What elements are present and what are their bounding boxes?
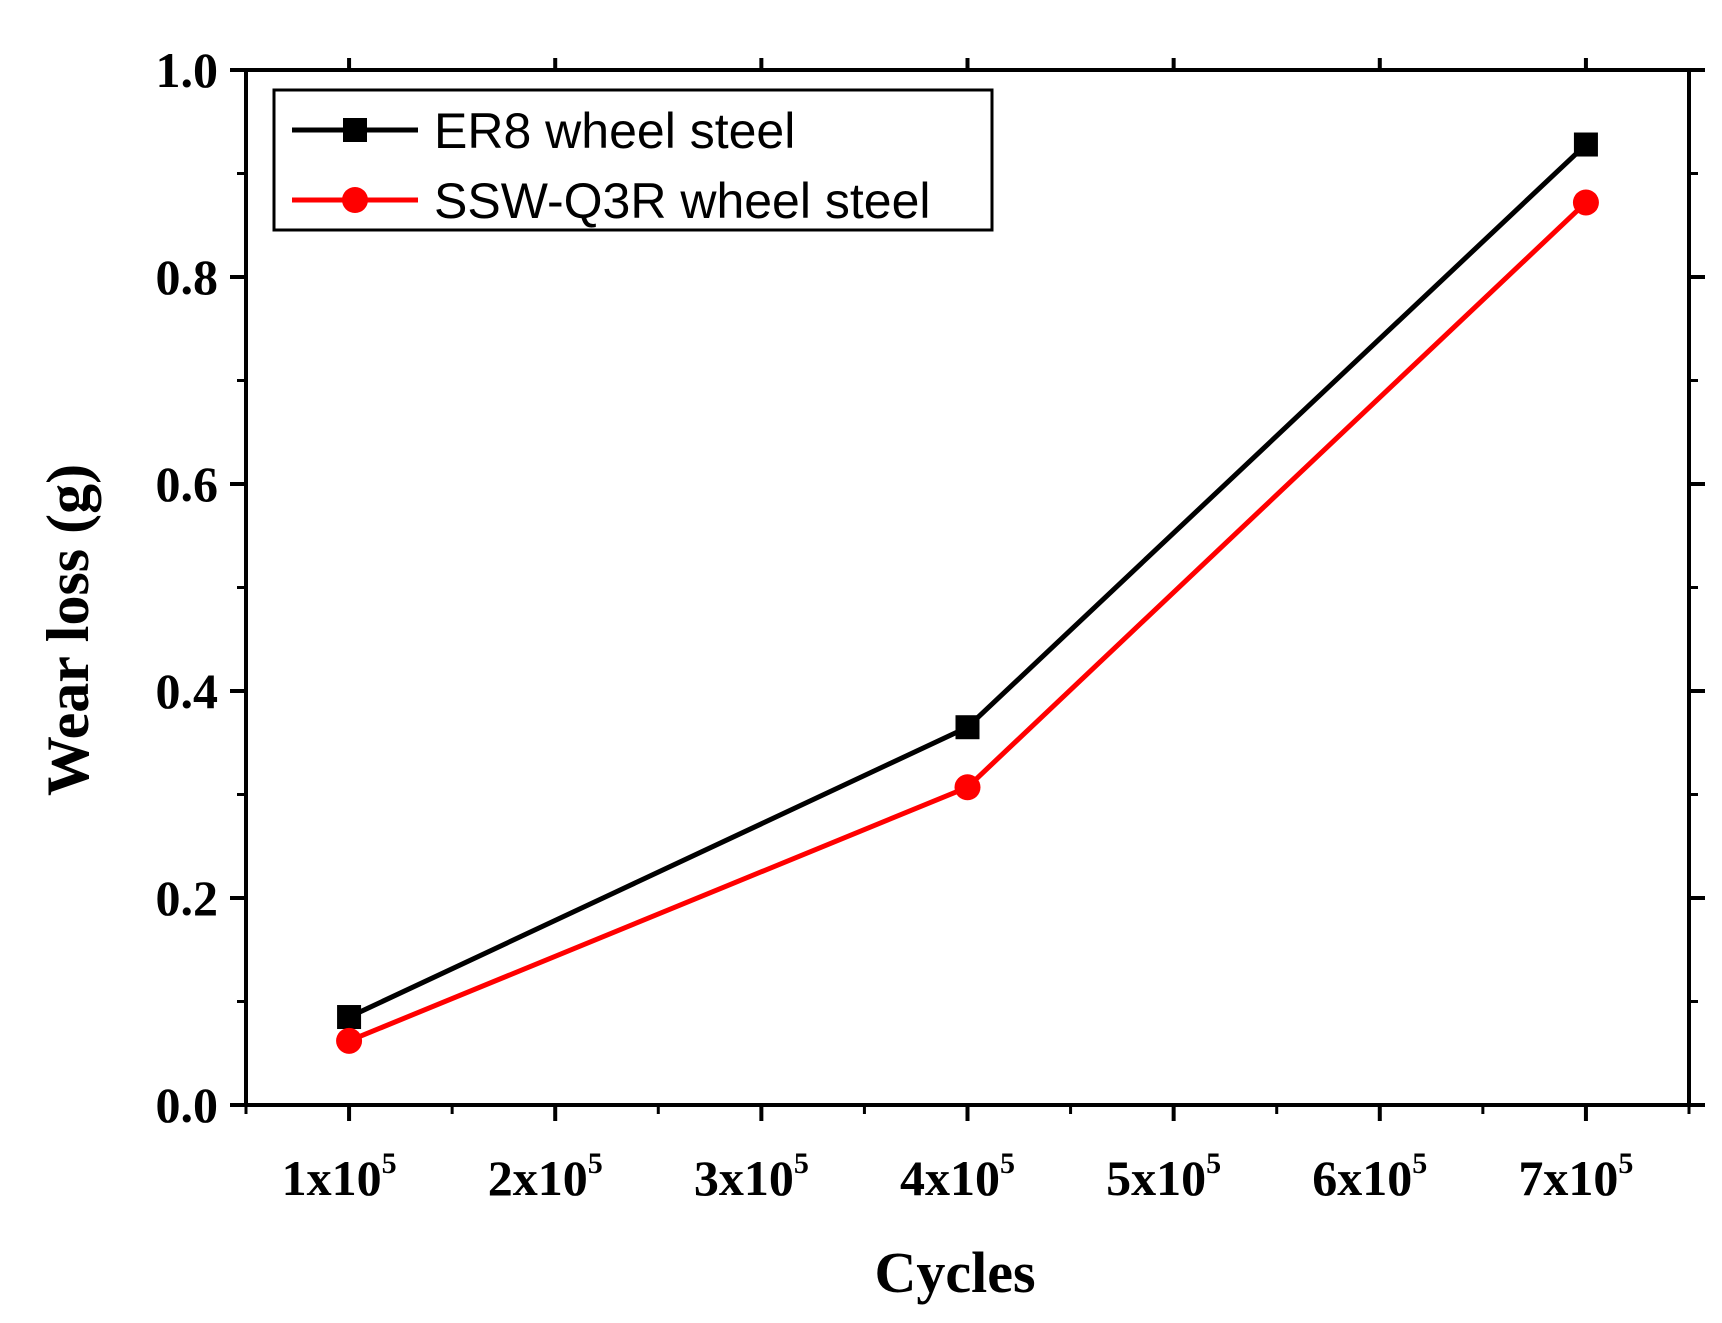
series-line [348,142,1588,1020]
legend-marker-circle [342,187,368,213]
y-tick-label: 0.8 [156,249,219,305]
x-tick-mantissa: 1x10 [282,1150,382,1206]
x-tick-label: 4x105 [900,1147,1015,1206]
x-tick-mantissa: 7x10 [1518,1150,1618,1206]
y-tick-label: 0.4 [156,663,219,719]
data-point-square [955,715,980,740]
series-0 [337,132,1598,1030]
x-tick-mantissa: 5x10 [1106,1150,1206,1206]
series-1 [336,189,1599,1054]
data-point-circle [954,774,981,801]
x-tick-mantissa: 6x10 [1312,1150,1412,1206]
x-tick-exponent: 5 [794,1147,809,1180]
data-point-square [337,1005,362,1030]
data-point-circle [1572,189,1599,216]
x-tick-exponent: 5 [1000,1147,1015,1180]
x-tick-label: 3x105 [694,1147,809,1206]
x-tick-mantissa: 2x10 [488,1150,588,1206]
x-axis-label: Cycles [874,1240,1035,1305]
legend-box [272,88,994,232]
x-tick-mantissa: 4x10 [900,1150,1000,1206]
x-tick-exponent: 5 [1618,1147,1633,1180]
x-tick-exponent: 5 [1206,1147,1221,1180]
legend-label: ER8 wheel steel [434,103,795,159]
data-point-circle [336,1027,363,1054]
legend: ER8 wheel steel SSW-Q3R wheel steel [272,88,994,232]
y-tick-label: 0.0 [156,1077,219,1133]
series-layer [336,132,1599,1054]
x-tick-labels: 1x105 2x105 3x105 4x105 5x105 6x105 7x105 [282,1147,1634,1206]
data-point-square [1573,132,1598,157]
x-tick-label: 2x105 [488,1147,603,1206]
x-tick-label: 6x105 [1312,1147,1427,1206]
x-tick-label: 1x105 [282,1147,397,1206]
y-tick-label: 0.2 [156,870,219,926]
x-tick-label: 5x105 [1106,1147,1221,1206]
y-tick-label: 1.0 [156,42,219,98]
x-tick-exponent: 5 [1412,1147,1427,1180]
legend-marker-square [343,118,367,142]
axis-ticks [230,58,1705,1121]
x-tick-exponent: 5 [588,1147,603,1180]
x-tick-mantissa: 3x10 [694,1150,794,1206]
y-axis-label: Wear loss (g) [35,464,101,796]
y-tick-label: 0.6 [156,456,219,512]
x-tick-exponent: 5 [382,1147,397,1180]
series-line [348,200,1588,1044]
x-tick-label: 7x105 [1518,1147,1633,1206]
y-tick-labels: 0.0 0.2 0.4 0.6 0.8 1.0 [156,42,219,1133]
legend-label: SSW-Q3R wheel steel [434,173,930,229]
